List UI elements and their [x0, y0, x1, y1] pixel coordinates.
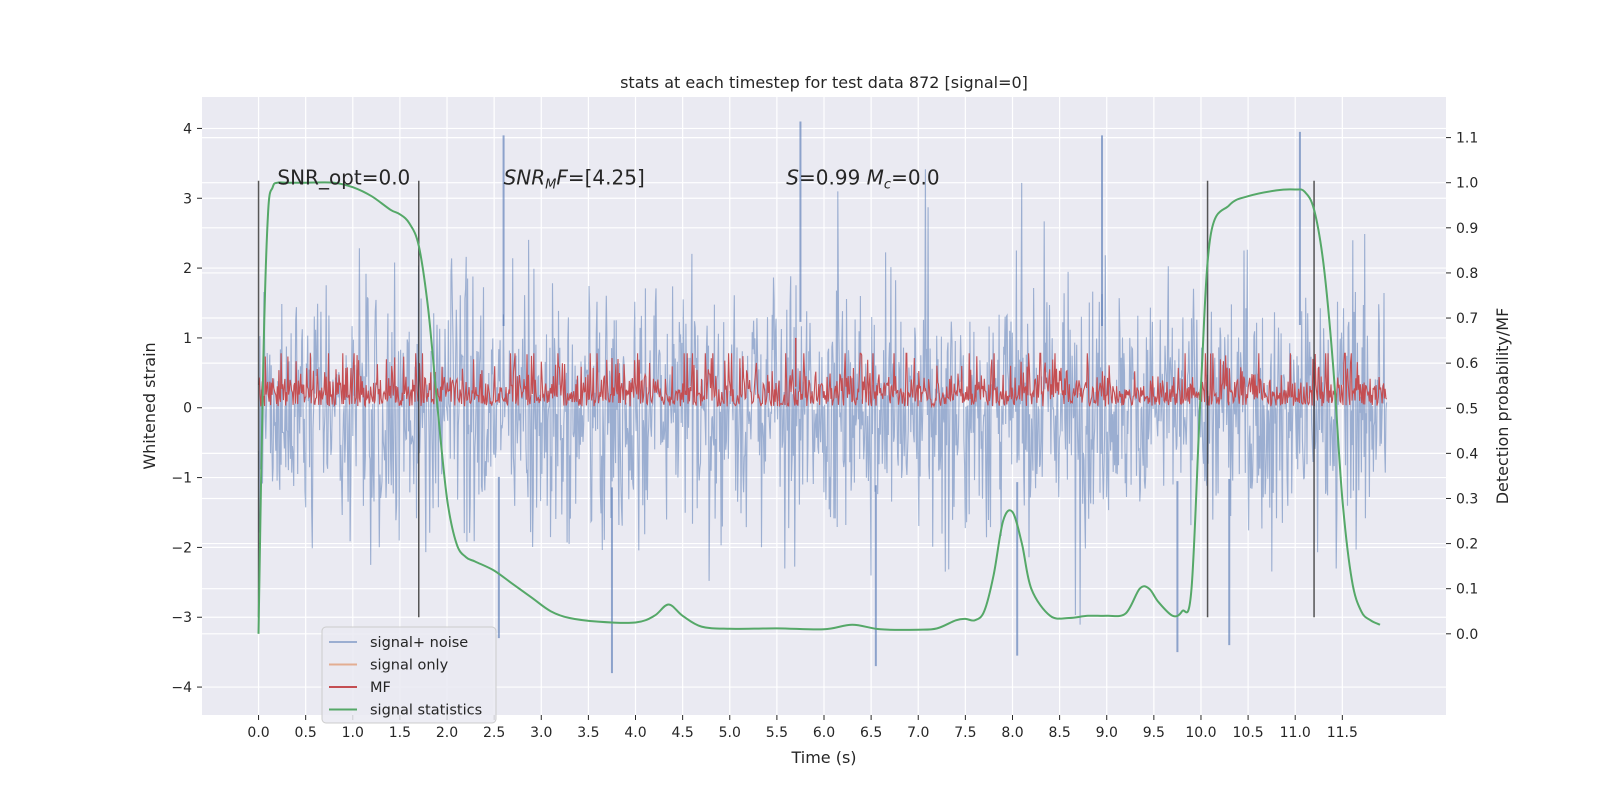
axes: 0.0 0.5 1.0 1.5 2.0 2.5 3.0 3.5 4.0 4.5 5.0 5.5 6.0 6…	[171, 121, 1478, 741]
y-tick-label-right: 0.8	[1456, 266, 1478, 282]
x-tick-label: 11.5	[1327, 725, 1358, 741]
annotation-part: S	[786, 165, 799, 189]
y-tick-label-right: 1.1	[1456, 131, 1478, 147]
x-tick-label: 0.5	[295, 725, 317, 741]
legend: signal+ noise signal only MF signal statist…	[321, 626, 497, 724]
x-tick-label: 8.0	[1001, 725, 1023, 741]
chart-title: stats at each timestep for test data 872…	[620, 73, 1028, 92]
x-tick-label: 1.5	[389, 725, 411, 741]
y-tick-label-left: 3	[183, 191, 192, 207]
x-tick-label: 7.5	[954, 725, 976, 741]
x-tick-label: 9.0	[1096, 725, 1118, 741]
x-tick-label: 7.0	[907, 725, 929, 741]
y-tick-label-left: 0	[183, 401, 192, 417]
annotation-part: =[4.25]	[568, 165, 645, 189]
plot-area	[257, 121, 1388, 674]
y-tick-label-right: 0.7	[1456, 311, 1478, 327]
y-tick-label-left: 1	[183, 331, 192, 347]
x-tick-label: 3.5	[577, 725, 599, 741]
y-tick-label-right: 0.3	[1456, 491, 1478, 507]
annotation-text: SNRMF=[4.25]	[504, 165, 645, 192]
legend-label: signal statistics	[370, 703, 482, 719]
x-tick-label: 8.5	[1048, 725, 1070, 741]
x-tick-label: 6.0	[813, 725, 835, 741]
x-tick-label: 3.0	[530, 725, 552, 741]
mf-trace	[257, 352, 1388, 409]
annotation-part: M	[545, 177, 556, 192]
x-tick-label: 9.5	[1143, 725, 1165, 741]
x-tick-label: 10.5	[1233, 725, 1264, 741]
x-tick-label: 0.0	[247, 725, 269, 741]
x-axis-label: Time (s)	[790, 748, 856, 767]
annotation-part: c	[884, 177, 891, 192]
x-tick-label: 1.0	[342, 725, 364, 741]
y-tick-label-right: 0.5	[1456, 401, 1478, 417]
x-tick-label: 11.0	[1280, 725, 1311, 741]
x-tick-label: 2.5	[483, 725, 505, 741]
legend-label: signal+ noise	[370, 635, 468, 651]
x-tick-label: 2.0	[436, 725, 458, 741]
annotation-part: =0.0	[891, 165, 940, 189]
x-tick-label: 5.0	[719, 725, 741, 741]
annotation-part: M	[867, 165, 884, 189]
y-tick-label-left: −3	[171, 610, 192, 626]
y-tick-label-left: 4	[183, 121, 192, 137]
x-tick-label: 4.0	[624, 725, 646, 741]
y-axis-label-left: Whitened strain	[140, 342, 159, 469]
annotation-text: SNR_opt=0.0	[277, 165, 410, 189]
x-tick-label: 6.5	[860, 725, 882, 741]
y-tick-label-left: 2	[183, 261, 192, 277]
y-tick-label-right: 0.2	[1456, 537, 1478, 553]
y-axis-label-right: Detection probability/MF	[1493, 308, 1512, 505]
annotation-text: S=0.99 Mc=0.0	[786, 165, 939, 192]
legend-label: signal only	[370, 658, 449, 674]
annotation-part: F	[556, 165, 568, 189]
x-tick-label: 5.5	[766, 725, 788, 741]
y-tick-label-left: −4	[171, 680, 192, 696]
x-tick-label: 4.5	[672, 725, 694, 741]
legend-box	[321, 626, 497, 724]
annotation-part: =0.99	[799, 165, 867, 189]
signal-statistics-curve	[257, 181, 1381, 634]
y-tick-label-right: 1.0	[1456, 176, 1478, 192]
y-tick-label-right: 0.1	[1456, 582, 1478, 598]
y-tick-label-right: 0.0	[1456, 627, 1478, 643]
y-tick-label-right: 0.9	[1456, 221, 1478, 237]
y-tick-label-left: −1	[171, 471, 192, 487]
y-tick-label-right: 0.4	[1456, 446, 1478, 462]
annotations: SNR_opt=0.0 SNRMF=[4.25] S=0.99 Mc=0.0	[277, 165, 939, 192]
y-tick-label-right: 0.6	[1456, 356, 1478, 372]
annotation-part: SNR	[504, 165, 546, 189]
y-tick-label-left: −2	[171, 540, 192, 556]
legend-label: MF	[370, 680, 391, 696]
x-tick-label: 10.0	[1185, 725, 1216, 741]
